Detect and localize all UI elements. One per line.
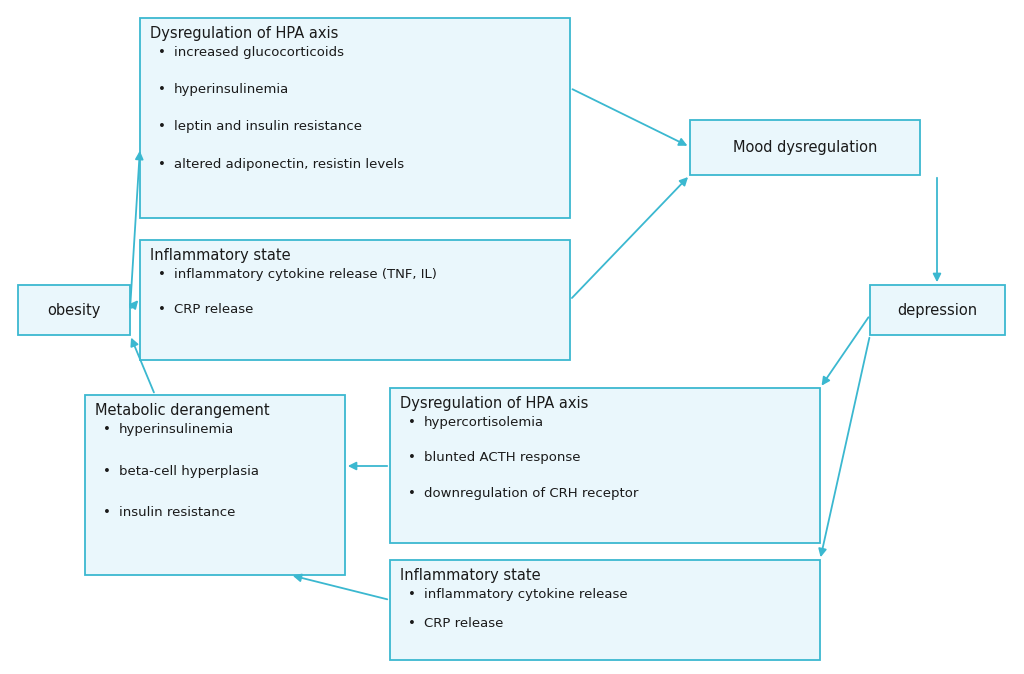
Text: hypercortisolemia: hypercortisolemia — [424, 416, 544, 429]
Text: hyperinsulinemia: hyperinsulinemia — [119, 423, 234, 436]
Text: •: • — [103, 464, 111, 477]
Text: Dysregulation of HPA axis: Dysregulation of HPA axis — [400, 396, 589, 411]
Text: altered adiponectin, resistin levels: altered adiponectin, resistin levels — [174, 158, 404, 171]
Text: •: • — [408, 452, 416, 464]
Text: Metabolic derangement: Metabolic derangement — [95, 403, 269, 418]
Text: Dysregulation of HPA axis: Dysregulation of HPA axis — [150, 26, 338, 41]
Text: inflammatory cytokine release (TNF, IL): inflammatory cytokine release (TNF, IL) — [174, 268, 437, 281]
Text: •: • — [408, 617, 416, 630]
FancyBboxPatch shape — [18, 285, 130, 335]
Text: •: • — [158, 268, 166, 281]
Text: •: • — [408, 416, 416, 429]
Text: beta-cell hyperplasia: beta-cell hyperplasia — [119, 464, 259, 477]
Text: depression: depression — [897, 303, 978, 317]
FancyBboxPatch shape — [390, 560, 820, 660]
Text: •: • — [158, 46, 166, 59]
Text: CRP release: CRP release — [424, 617, 504, 630]
FancyBboxPatch shape — [85, 395, 345, 575]
FancyBboxPatch shape — [690, 120, 920, 175]
Text: •: • — [158, 303, 166, 316]
Text: •: • — [158, 158, 166, 171]
Text: Inflammatory state: Inflammatory state — [400, 568, 541, 583]
Text: increased glucocorticoids: increased glucocorticoids — [174, 46, 344, 59]
Text: leptin and insulin resistance: leptin and insulin resistance — [174, 121, 362, 133]
Text: •: • — [158, 83, 166, 96]
Text: Inflammatory state: Inflammatory state — [150, 248, 291, 263]
FancyBboxPatch shape — [390, 388, 820, 543]
Text: insulin resistance: insulin resistance — [119, 506, 236, 519]
FancyBboxPatch shape — [870, 285, 1005, 335]
Text: blunted ACTH response: blunted ACTH response — [424, 452, 581, 464]
Text: downregulation of CRH receptor: downregulation of CRH receptor — [424, 487, 638, 499]
Text: inflammatory cytokine release: inflammatory cytokine release — [424, 588, 628, 601]
Text: CRP release: CRP release — [174, 303, 253, 316]
Text: hyperinsulinemia: hyperinsulinemia — [174, 83, 289, 96]
Text: •: • — [103, 423, 111, 436]
FancyBboxPatch shape — [140, 18, 570, 218]
Text: •: • — [103, 506, 111, 519]
Text: Mood dysregulation: Mood dysregulation — [733, 140, 878, 155]
Text: •: • — [158, 121, 166, 133]
Text: obesity: obesity — [47, 303, 100, 317]
Text: •: • — [408, 487, 416, 499]
Text: •: • — [408, 588, 416, 601]
FancyBboxPatch shape — [140, 240, 570, 360]
